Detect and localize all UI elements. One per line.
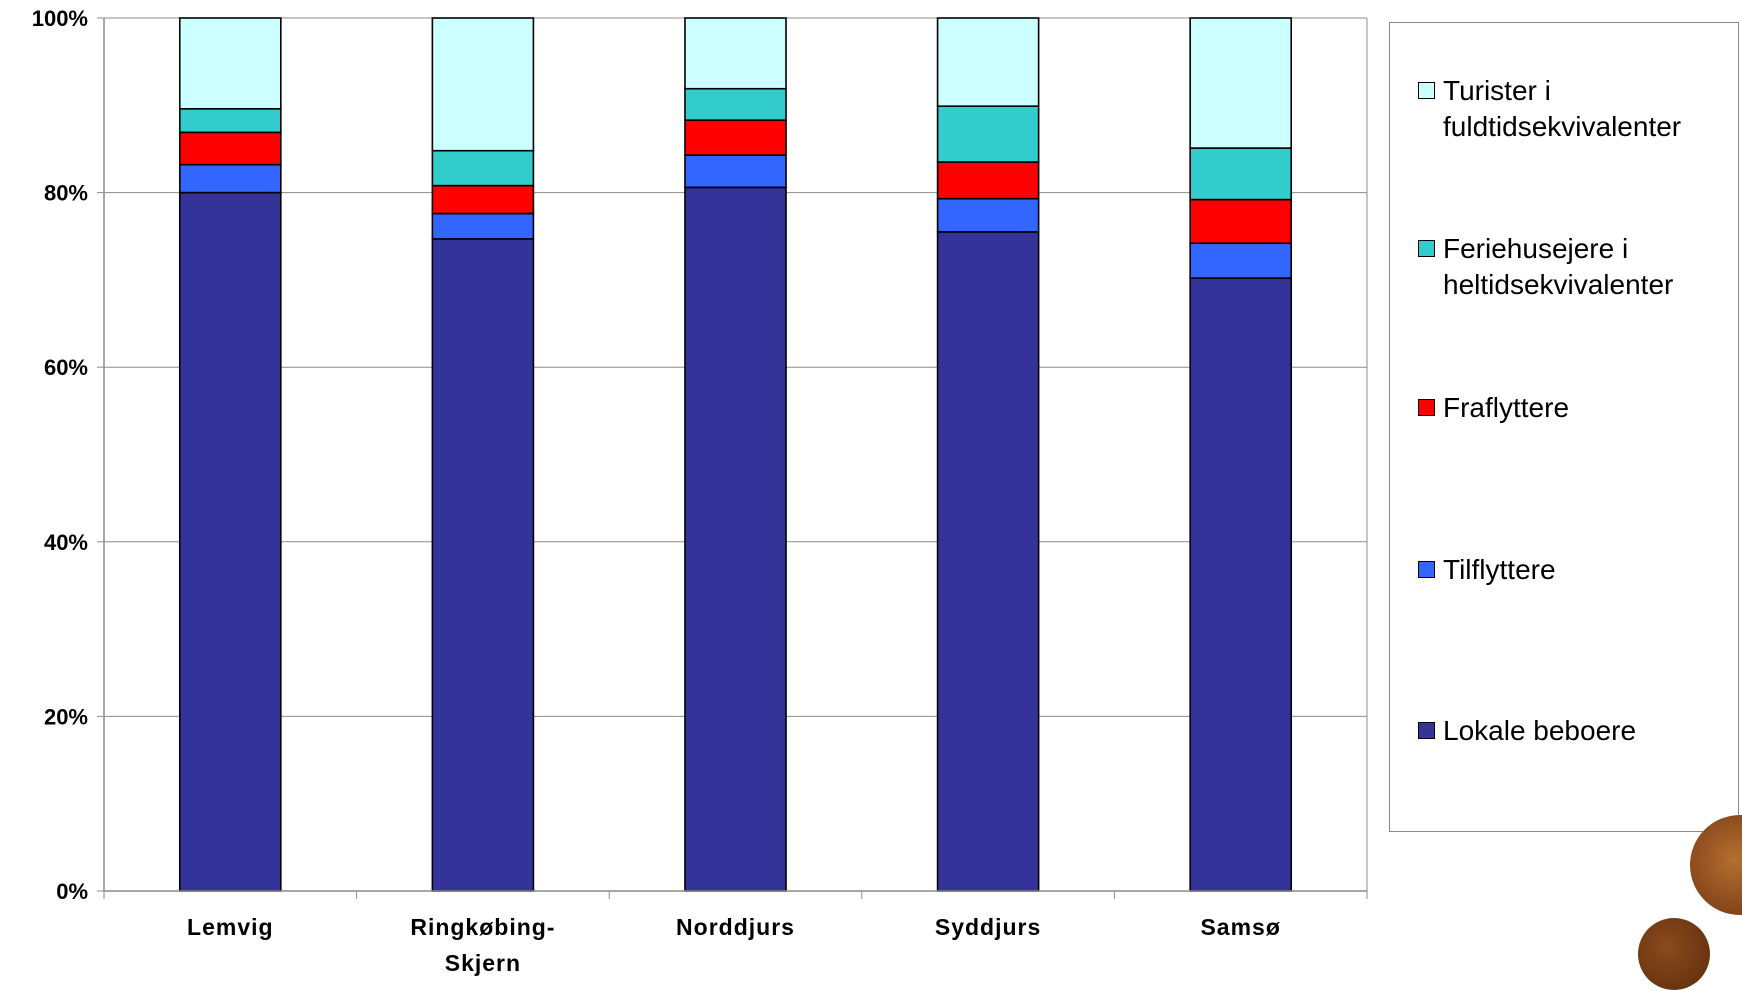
bar-segment-turister-i-fuldtidsekvivalenter bbox=[684, 17, 787, 90]
bars bbox=[178, 17, 1293, 892]
bar-segment-turister-i-fuldtidsekvivalenter bbox=[178, 17, 282, 110]
bar-segment-lokale-beboere bbox=[178, 191, 282, 892]
bar-segment-lokale-beboere bbox=[684, 186, 787, 892]
x-category-label: Skjern bbox=[445, 950, 521, 976]
x-category-label: Lemvig bbox=[187, 914, 274, 940]
y-tick-label: 80% bbox=[44, 181, 88, 206]
legend-swatch-icon bbox=[1418, 82, 1435, 99]
bar-segment-tilflyttere bbox=[178, 163, 282, 194]
bar-segment-fraflyttere bbox=[178, 131, 282, 166]
bar-segment-tilflyttere bbox=[684, 154, 787, 189]
bar-segment-fraflyttere bbox=[936, 161, 1040, 200]
legend-label: heltidsekvivalenter bbox=[1443, 269, 1674, 300]
y-tick-label: 0% bbox=[56, 879, 88, 904]
bar-segment-feriehusejere-i-heltidsekvivalenter bbox=[1189, 147, 1293, 201]
bar-segment-lokale-beboere bbox=[431, 238, 535, 892]
legend-swatch-icon bbox=[1418, 561, 1435, 578]
legend-label: fuldtidsekvivalenter bbox=[1443, 111, 1682, 142]
bar-segment-turister-i-fuldtidsekvivalenter bbox=[431, 17, 535, 152]
x-category-label: Norddjurs bbox=[676, 914, 795, 940]
legend-label: Tilflyttere bbox=[1443, 554, 1556, 585]
legend-item-lokale-beboere: Lokale beboere bbox=[1418, 713, 1733, 749]
legend-item-turister: Turister i fuldtidsekvivalenter bbox=[1418, 73, 1733, 145]
legend-item-fraflyttere: Fraflyttere bbox=[1418, 390, 1733, 426]
legend-swatch-icon bbox=[1418, 399, 1435, 416]
bar-segment-feriehusejere-i-heltidsekvivalenter bbox=[178, 107, 282, 134]
bar-segment-fraflyttere bbox=[1189, 198, 1293, 245]
axes bbox=[97, 17, 1368, 899]
legend-label: Fraflyttere bbox=[1443, 392, 1570, 423]
legend-label: Lokale beboere bbox=[1443, 715, 1637, 746]
bar-segment-tilflyttere bbox=[936, 197, 1040, 233]
legend: Turister i fuldtidsekvivalenter Feriehus… bbox=[1389, 22, 1739, 832]
bar-segment-turister-i-fuldtidsekvivalenter bbox=[936, 17, 1040, 107]
bar-segment-lokale-beboere bbox=[936, 231, 1040, 892]
legend-item-feriehusejere: Feriehusejere i heltidsekvivalenter bbox=[1418, 231, 1733, 303]
x-category-label: Ringkøbing- bbox=[410, 914, 555, 940]
legend-label: Turister i bbox=[1443, 75, 1551, 106]
legend-label: Feriehusejere i bbox=[1443, 233, 1629, 264]
y-tick-label: 60% bbox=[44, 355, 88, 380]
logo-dot-icon bbox=[1638, 918, 1710, 990]
y-tick-label: 100% bbox=[32, 6, 88, 31]
y-tick-label: 20% bbox=[44, 704, 88, 729]
legend-swatch-icon bbox=[1418, 240, 1435, 257]
legend-swatch-icon bbox=[1418, 722, 1435, 739]
bar-segment-feriehusejere-i-heltidsekvivalenter bbox=[431, 149, 535, 187]
y-tick-label: 40% bbox=[44, 530, 88, 555]
bar-segment-feriehusejere-i-heltidsekvivalenter bbox=[936, 105, 1040, 163]
bar-segment-fraflyttere bbox=[431, 184, 535, 215]
x-category-label: Syddjurs bbox=[935, 914, 1041, 940]
bar-segment-turister-i-fuldtidsekvivalenter bbox=[1189, 17, 1293, 149]
axis-labels: 0% 20% 40% 60% 80% 100% Lemvig Ringkøbing- Skjer… bbox=[32, 6, 1280, 976]
bar-segment-tilflyttere bbox=[431, 212, 535, 240]
x-category-label: Samsø bbox=[1200, 914, 1280, 940]
bar-segment-lokale-beboere bbox=[1189, 277, 1293, 892]
legend-item-tilflyttere: Tilflyttere bbox=[1418, 552, 1733, 588]
bar-segment-feriehusejere-i-heltidsekvivalenter bbox=[684, 87, 787, 121]
bar-segment-fraflyttere bbox=[684, 119, 787, 156]
bar-segment-tilflyttere bbox=[1189, 242, 1293, 279]
